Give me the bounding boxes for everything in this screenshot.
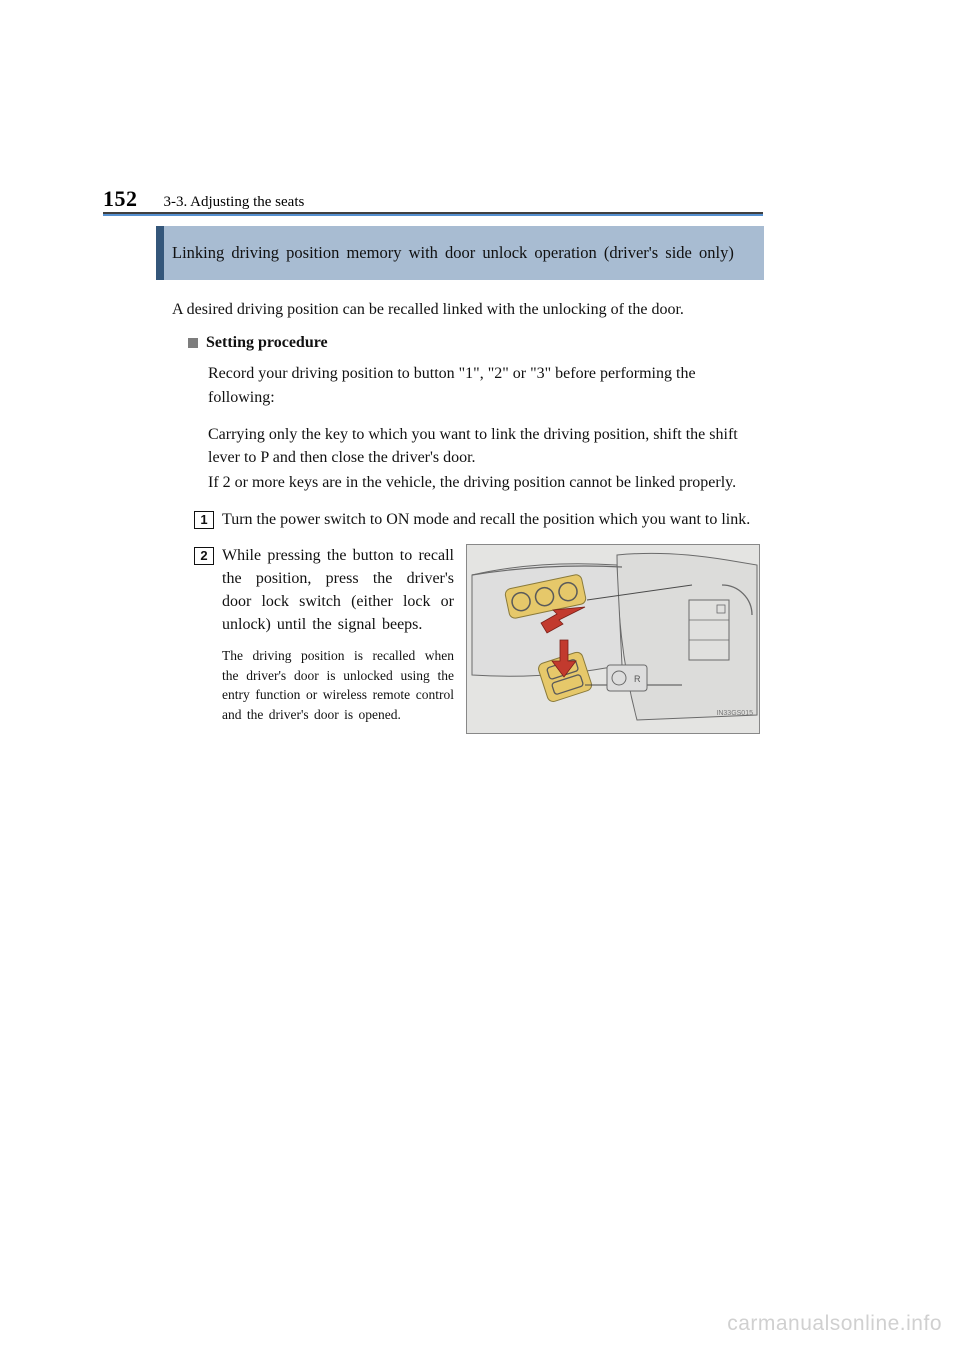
step-2-note: The driving position is recalled when th…	[222, 646, 454, 724]
step-2-textcol: While pressing the button to recall the …	[222, 544, 454, 725]
step-1: 1 Turn the power switch to ON mode and r…	[194, 508, 760, 531]
step-2-number: 2	[194, 547, 214, 565]
record-instruction: Record your driving position to button "…	[208, 362, 760, 408]
page-number: 152	[103, 186, 138, 212]
chapter-title: 3-3. Adjusting the seats	[164, 194, 305, 211]
svg-text:R: R	[634, 674, 641, 684]
step-2-left: 2 While pressing the button to recall th…	[194, 544, 454, 725]
setting-procedure-heading: Setting procedure	[188, 331, 760, 354]
setting-procedure-label: Setting procedure	[206, 331, 328, 354]
square-bullet-icon	[188, 338, 198, 348]
step-1-number: 1	[194, 511, 214, 529]
door-switch-illustration: R IN33GS015	[466, 544, 760, 734]
section-heading: Linking driving position memory with doo…	[172, 241, 734, 265]
page-header: 152 3-3. Adjusting the seats	[103, 186, 763, 212]
step-2-text: While pressing the button to recall the …	[222, 544, 454, 637]
watermark: carmanualsonline.info	[727, 1312, 942, 1336]
illustration-svg: R IN33GS015	[467, 545, 760, 734]
two-keys-note: If 2 or more keys are in the vehicle, th…	[208, 471, 760, 494]
manual-page: 152 3-3. Adjusting the seats Linking dri…	[0, 0, 960, 1358]
body-content: A desired driving position can be recall…	[172, 298, 760, 734]
intro-paragraph: A desired driving position can be recall…	[172, 298, 760, 321]
illustration-ref: IN33GS015	[716, 710, 753, 717]
carrying-instruction: Carrying only the key to which you want …	[208, 423, 760, 469]
step-1-text: Turn the power switch to ON mode and rec…	[222, 508, 760, 531]
step-2-row: 2 While pressing the button to recall th…	[194, 544, 760, 734]
header-rule	[103, 212, 763, 216]
section-heading-box: Linking driving position memory with doo…	[156, 226, 764, 280]
